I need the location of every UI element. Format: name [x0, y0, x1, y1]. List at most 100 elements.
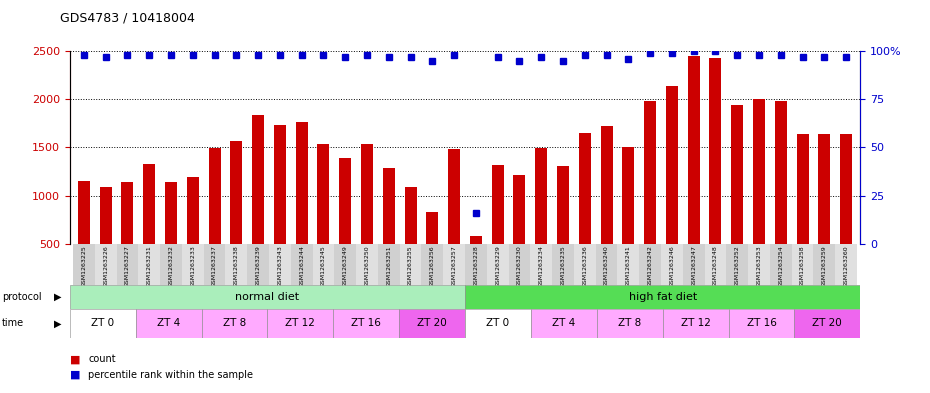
Bar — [231, 141, 243, 292]
Bar — [139, 244, 160, 285]
Bar — [208, 148, 220, 292]
Text: ZT 8: ZT 8 — [618, 318, 642, 329]
Bar — [100, 187, 112, 292]
Bar — [683, 244, 705, 285]
Bar — [509, 244, 530, 285]
Bar — [618, 244, 639, 285]
Text: GSM1263237: GSM1263237 — [212, 245, 217, 287]
Text: ZT 16: ZT 16 — [352, 318, 381, 329]
Bar — [252, 115, 264, 292]
Text: GSM1263258: GSM1263258 — [800, 245, 805, 286]
Bar — [70, 309, 136, 338]
Bar — [797, 134, 808, 292]
Bar — [291, 244, 312, 285]
Text: time: time — [2, 318, 24, 329]
Text: GSM1263259: GSM1263259 — [822, 245, 827, 286]
Text: GSM1263240: GSM1263240 — [604, 245, 609, 286]
Bar — [597, 309, 662, 338]
Bar — [775, 101, 787, 292]
Bar — [165, 182, 177, 292]
Bar — [405, 187, 417, 292]
Bar — [687, 56, 699, 292]
Text: ■: ■ — [70, 370, 80, 380]
Bar — [791, 244, 814, 285]
Bar — [335, 244, 356, 285]
Bar — [794, 309, 860, 338]
Text: protocol: protocol — [2, 292, 42, 302]
Text: GSM1263251: GSM1263251 — [386, 245, 392, 286]
Bar — [202, 309, 267, 338]
Bar — [666, 86, 678, 292]
Text: ▶: ▶ — [54, 292, 61, 302]
Bar — [399, 309, 465, 338]
Bar — [122, 182, 133, 292]
Text: ZT 0: ZT 0 — [91, 318, 114, 329]
Text: GSM1263232: GSM1263232 — [168, 245, 174, 287]
Bar — [465, 244, 486, 285]
Text: ZT 16: ZT 16 — [747, 318, 777, 329]
Bar — [530, 244, 552, 285]
Text: GSM1263244: GSM1263244 — [299, 245, 304, 287]
Text: GSM1263235: GSM1263235 — [561, 245, 565, 286]
Text: high fat diet: high fat diet — [629, 292, 697, 302]
Text: GSM1263227: GSM1263227 — [125, 245, 130, 287]
Text: ZT 4: ZT 4 — [552, 318, 576, 329]
Text: GSM1263242: GSM1263242 — [647, 245, 653, 287]
Bar — [339, 158, 352, 292]
Bar — [726, 244, 748, 285]
Bar — [204, 244, 225, 285]
Bar — [247, 244, 269, 285]
Text: ▶: ▶ — [54, 318, 61, 329]
Bar — [486, 244, 509, 285]
Text: GSM1263231: GSM1263231 — [147, 245, 152, 286]
Bar — [818, 134, 830, 292]
Bar — [78, 181, 90, 292]
Text: ZT 8: ZT 8 — [223, 318, 246, 329]
Text: ■: ■ — [70, 354, 80, 364]
Text: GSM1263260: GSM1263260 — [844, 245, 848, 286]
Bar — [492, 165, 504, 292]
Bar — [840, 134, 852, 292]
Bar — [557, 166, 569, 292]
Text: count: count — [88, 354, 116, 364]
Bar — [574, 244, 595, 285]
Text: GSM1263236: GSM1263236 — [582, 245, 587, 286]
Bar — [225, 244, 247, 285]
Bar — [770, 244, 791, 285]
Bar — [160, 244, 182, 285]
Bar — [378, 244, 400, 285]
Bar — [95, 244, 116, 285]
Bar — [187, 177, 199, 292]
Bar — [465, 285, 860, 309]
Text: GSM1263241: GSM1263241 — [626, 245, 631, 286]
Bar — [622, 147, 634, 292]
Text: GSM1263250: GSM1263250 — [365, 245, 369, 286]
Text: GSM1263225: GSM1263225 — [82, 245, 86, 286]
Text: GSM1263243: GSM1263243 — [277, 245, 283, 287]
Text: GSM1263238: GSM1263238 — [233, 245, 239, 286]
Bar — [639, 244, 661, 285]
Bar — [73, 244, 95, 285]
Text: percentile rank within the sample: percentile rank within the sample — [88, 370, 253, 380]
Bar — [426, 212, 438, 292]
Bar — [296, 122, 308, 292]
Bar — [644, 101, 656, 292]
Text: GSM1263228: GSM1263228 — [473, 245, 478, 286]
Bar — [552, 244, 574, 285]
Bar — [143, 164, 155, 292]
Bar — [383, 167, 394, 292]
Bar — [267, 309, 333, 338]
Text: GSM1263247: GSM1263247 — [691, 245, 697, 287]
Bar — [448, 149, 460, 292]
Text: GSM1263234: GSM1263234 — [538, 245, 544, 287]
Text: ZT 20: ZT 20 — [813, 318, 843, 329]
Bar — [70, 285, 465, 309]
Text: GSM1263254: GSM1263254 — [778, 245, 783, 286]
Text: GSM1263246: GSM1263246 — [670, 245, 674, 286]
Text: GSM1263257: GSM1263257 — [452, 245, 457, 286]
Bar — [710, 58, 722, 292]
Bar — [444, 244, 465, 285]
Text: ZT 20: ZT 20 — [418, 318, 447, 329]
Bar — [835, 244, 857, 285]
Bar — [531, 309, 597, 338]
